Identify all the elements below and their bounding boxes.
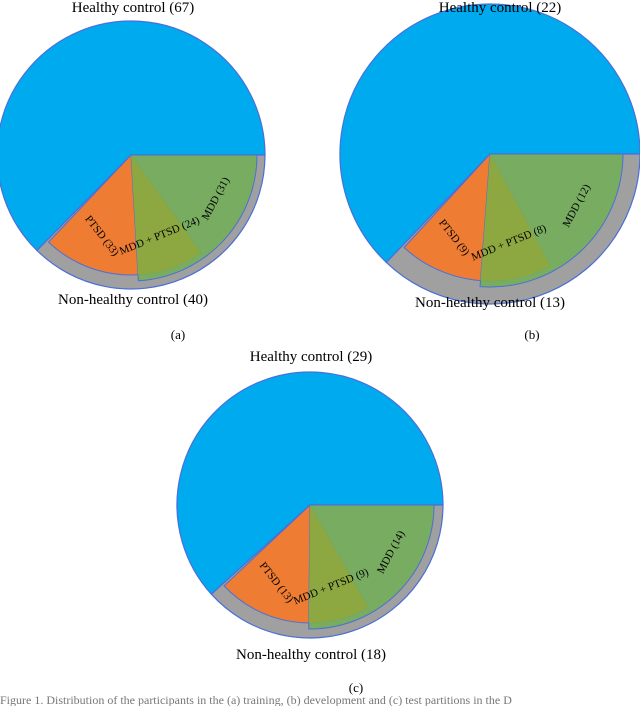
figure-caption: Figure 1. Distribution of the participan… [0,693,512,706]
panel-label: (c) [349,680,363,695]
slice-mdd-ptsd [308,505,369,623]
healthy-control-label: Healthy control (22) [439,0,561,16]
non-healthy-control-label: Non-healthy control (40) [58,292,208,308]
slice-mdd-ptsd [131,155,201,275]
slice-mdd-ptsd [480,154,551,281]
pie-panel-b: PTSD (9)MDD + PTSD (8)MDD (12)Healthy co… [339,0,640,342]
panel-label: (b) [524,327,539,342]
non-healthy-control-label: Non-healthy control (18) [236,647,386,663]
healthy-control-label: Healthy control (29) [250,349,372,365]
non-healthy-control-label: Non-healthy control (13) [415,295,565,311]
panel-label: (a) [171,327,185,342]
slice-healthy-control [0,20,266,252]
slice-healthy-control [339,3,640,264]
healthy-control-label: Healthy control (67) [72,0,194,16]
pie-panel-c: PTSD (13)MDD + PTSD (9)MDD (14)Healthy c… [176,349,444,695]
slice-healthy-control [176,371,444,596]
pie-panel-a: PTSD (33)MDD + PTSD (24)MDD (31)Healthy … [0,0,266,342]
